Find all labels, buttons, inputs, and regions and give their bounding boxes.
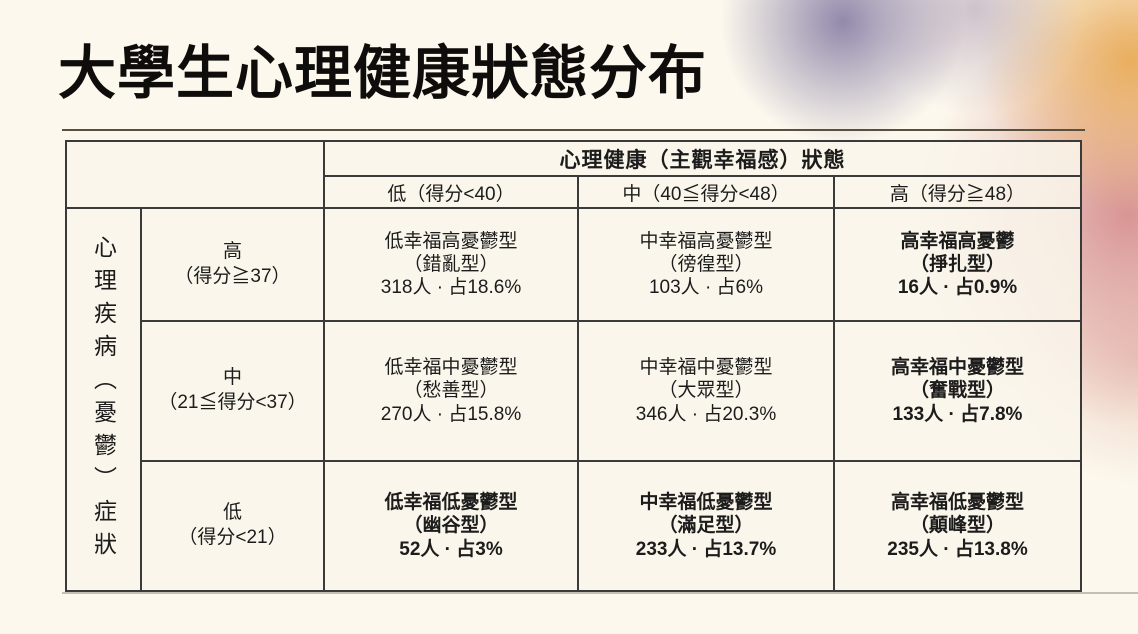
cell-subtype-label: （大眾型） [658, 380, 754, 402]
cell-type-label: 高幸福低憂鬱型 [890, 492, 1024, 514]
row-header-high-depression: 高 （得分≧37） [140, 207, 325, 322]
cell-type-label: 低幸福低憂鬱型 [384, 492, 518, 514]
column-header-mid-wellbeing: 中（40≦得分<48） [577, 175, 835, 209]
cell-type-label: 高幸福高憂鬱 [900, 230, 1015, 252]
cell-stat-label: 103人 · 占6% [648, 277, 764, 299]
column-header-low-wellbeing: 低（得分<40） [323, 175, 579, 209]
cell-stat-label: 233人 · 占13.7% [635, 538, 777, 560]
cell-stat-label: 133人 · 占7.8% [892, 403, 1023, 425]
row-header-mid-depression: 中 （21≦得分<37） [140, 320, 325, 462]
row-header-range: （21≦得分<37） [158, 392, 307, 413]
row-header-low-depression: 低 （得分<21） [140, 460, 325, 592]
matrix-cell: 低幸福中憂鬱型 （愁善型） 270人 · 占15.8% [323, 320, 579, 462]
matrix-cell: 高幸福高憂鬱 （掙扎型） 16人 · 占0.9% [833, 207, 1082, 322]
cell-stat-label: 346人 · 占20.3% [635, 403, 777, 425]
cell-type-label: 低幸福高憂鬱型 [384, 230, 518, 252]
cell-stat-label: 16人 · 占0.9% [897, 277, 1018, 299]
cell-type-label: 中幸福中憂鬱型 [639, 357, 773, 379]
cell-stat-label: 235人 · 占13.8% [887, 538, 1028, 560]
matrix-cell: 中幸福高憂鬱型 （徬徨型） 103人 · 占6% [577, 207, 835, 322]
matrix-cell: 中幸福中憂鬱型 （大眾型） 346人 · 占20.3% [577, 320, 835, 462]
matrix-cell: 高幸福中憂鬱型 （奮戰型） 133人 · 占7.8% [833, 320, 1082, 462]
cell-subtype-label: （滿足型） [658, 515, 754, 537]
cell-stat-label: 270人 · 占15.8% [380, 403, 522, 425]
cell-subtype-label: （幽谷型） [403, 515, 499, 537]
matrix-cell: 低幸福高憂鬱型 （錯亂型） 318人 · 占18.6% [323, 207, 579, 322]
row-header-range: （得分<21） [178, 527, 287, 548]
cell-type-label: 中幸福高憂鬱型 [639, 230, 773, 252]
row-header-level: 低 [222, 502, 242, 524]
cell-stat-label: 318人 · 占18.6% [380, 277, 522, 299]
matrix-cell: 高幸福低憂鬱型 （顛峰型） 235人 · 占13.8% [833, 460, 1082, 592]
cell-type-label: 高幸福中憂鬱型 [890, 357, 1024, 379]
mental-health-distribution-table: 心理健康（主觀幸福感）狀態 低（得分<40） 中（40≦得分<48） 高（得分≧… [65, 140, 1082, 592]
row-header-level: 高 [222, 240, 242, 262]
cell-type-label: 中幸福低憂鬱型 [639, 492, 773, 514]
cell-subtype-label: （顛峰型） [909, 515, 1005, 537]
row-header-range: （得分≧37） [174, 265, 291, 287]
cell-subtype-label: （錯亂型） [403, 253, 499, 275]
title-divider-line [62, 129, 1085, 131]
cell-subtype-label: （愁善型） [403, 380, 499, 402]
main-header-cell: 心理健康（主觀幸福感）狀態 [323, 140, 1082, 177]
row-group-label: 心理疾病（憂鬱）症狀 [65, 207, 142, 592]
bottom-rule-line [62, 592, 1138, 594]
cell-subtype-label: （徬徨型） [658, 253, 754, 275]
table-corner-block [65, 140, 325, 209]
page-title: 大學生心理健康狀態分布 [58, 41, 708, 106]
row-header-level: 中 [222, 367, 242, 389]
cell-subtype-label: （掙扎型） [909, 253, 1005, 275]
cell-type-label: 低幸福中憂鬱型 [384, 357, 518, 379]
cell-subtype-label: （奮戰型） [909, 380, 1005, 402]
matrix-cell: 中幸福低憂鬱型 （滿足型） 233人 · 占13.7% [577, 460, 835, 592]
matrix-cell: 低幸福低憂鬱型 （幽谷型） 52人 · 占3% [323, 460, 579, 592]
cell-stat-label: 52人 · 占3% [399, 538, 503, 560]
column-header-high-wellbeing: 高（得分≧48） [833, 175, 1082, 209]
